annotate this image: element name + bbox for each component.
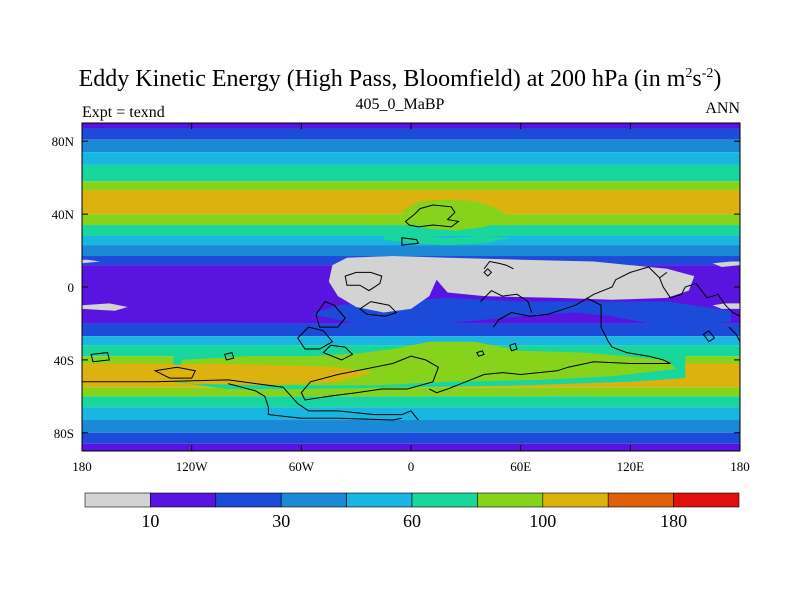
coastline-14 — [492, 266, 668, 328]
title-superscript-2: -2 — [701, 66, 714, 81]
contour-band-10 — [82, 245, 740, 257]
colorbar-swatch-9 — [673, 492, 740, 508]
colorbar-swatch-3 — [280, 492, 347, 508]
contour-patch-6 — [337, 341, 512, 366]
colorbar-label-2: 60 — [403, 511, 421, 531]
coastline-10 — [90, 352, 111, 363]
colorbar-label-4: 180 — [660, 511, 687, 531]
coastline-0 — [404, 204, 460, 228]
coastline-11 — [223, 352, 235, 361]
coastline-9 — [153, 366, 197, 379]
coastline-15 — [480, 289, 533, 313]
contour-patch-9 — [82, 259, 101, 264]
axis-ticks: 80N 40N 0 40S 80S 180 120W 60W 0 60E 120E 180 — [52, 123, 750, 474]
colorbar-label-0: 10 — [141, 511, 159, 531]
lat-tick-label-0: 80N — [52, 134, 75, 149]
coastline-7 — [322, 344, 354, 361]
colorbar-swatch-2 — [215, 492, 282, 508]
title-text: Eddy Kinetic Energy (High Pass, Bloomfie… — [78, 66, 686, 92]
lat-tick-label-4: 80S — [54, 426, 74, 441]
colorbar-swatch-8 — [607, 492, 674, 508]
title-superscript-1: 2 — [685, 66, 693, 81]
contour-patch-8 — [82, 303, 128, 311]
contour-band-3 — [82, 152, 740, 165]
colorbar-swatch-7 — [542, 492, 609, 508]
coastline-24 — [483, 268, 493, 277]
coastline-1 — [401, 237, 420, 246]
title-close: ) — [713, 66, 722, 92]
colorbar-swatch-5 — [411, 492, 478, 508]
lon-tick-label-2: 60W — [289, 459, 315, 474]
lon-tick-label-5: 120E — [617, 459, 645, 474]
coastline-8 — [300, 355, 440, 401]
colorbar-swatch-1 — [150, 492, 217, 508]
contour-patch-0 — [401, 199, 512, 231]
coastline-23 — [728, 326, 740, 342]
coastline-18 — [429, 374, 485, 394]
coastline-17 — [484, 361, 671, 376]
contour-band-21 — [82, 420, 740, 433]
contour-band-5 — [82, 181, 740, 191]
lat-tick-label-1: 40N — [52, 207, 75, 222]
contour-band-19 — [82, 396, 740, 408]
contour-patch-7 — [328, 256, 695, 313]
lat-tick-label-3: 40S — [54, 353, 74, 368]
colorbar-label-1: 30 — [272, 511, 290, 531]
colorbar: 10 30 60 100 180 — [84, 492, 740, 531]
experiment-label: Expt = texnd — [82, 104, 165, 121]
lon-tick-label-4: 60E — [510, 459, 531, 474]
coastline-19 — [659, 277, 740, 317]
coastline-20 — [476, 350, 485, 357]
contour-band-13 — [82, 323, 740, 337]
contour-band-18 — [82, 387, 740, 397]
coastline-4 — [358, 301, 398, 317]
lon-tick-label-6: 180 — [730, 459, 750, 474]
contour-band-20 — [82, 407, 740, 421]
contour-band-22 — [82, 432, 740, 444]
coastline-3 — [344, 271, 383, 292]
coastline-16 — [586, 297, 671, 364]
coastline-2 — [483, 260, 514, 270]
lon-tick-label-1: 120W — [176, 459, 209, 474]
contour-band-8 — [82, 225, 740, 236]
coastline-layer — [82, 204, 740, 421]
contour-band-2 — [82, 139, 740, 153]
lon-tick-label-3: 0 — [408, 459, 415, 474]
coastline-21 — [509, 342, 518, 352]
lon-tick-label-0: 180 — [72, 459, 92, 474]
coastline-5 — [315, 300, 346, 328]
contour-patch-1 — [383, 228, 512, 246]
colorbar-label-3: 100 — [529, 511, 556, 531]
lat-tick-label-2: 0 — [68, 280, 75, 295]
contour-band-6 — [82, 190, 740, 215]
coastline-13 — [228, 383, 402, 421]
coastline-12 — [82, 379, 419, 421]
contour-band-14 — [82, 336, 740, 346]
season-label: ANN — [705, 100, 740, 117]
contour-band-4 — [82, 164, 740, 182]
contour-fill-layer — [82, 123, 740, 451]
title-unit-s: s — [692, 66, 702, 92]
plot-title: Eddy Kinetic Energy (High Pass, Bloomfie… — [0, 66, 800, 93]
contour-patch-11 — [712, 261, 740, 267]
contour-band-1 — [82, 128, 740, 140]
colorbar-swatch-4 — [346, 492, 413, 508]
colorbar-swatch-0 — [84, 492, 151, 508]
coastline-22 — [702, 330, 716, 343]
coastline-6 — [297, 326, 334, 350]
plot-subtitle: 405_0_MaBP — [355, 96, 445, 113]
colorbar-swatch-6 — [477, 492, 544, 508]
